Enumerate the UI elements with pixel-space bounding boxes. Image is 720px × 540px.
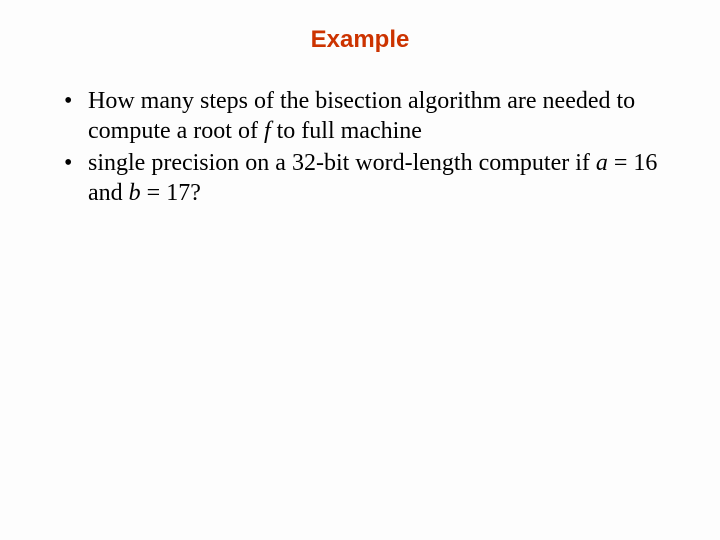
- bullet-text: to full machine: [271, 118, 422, 144]
- bullet-list: How many steps of the bisection algorith…: [60, 86, 660, 208]
- var-b: b: [129, 180, 141, 206]
- bullet-item: single precision on a 32-bit word-length…: [60, 148, 660, 208]
- bullet-text: single precision on a 32-bit word-length…: [88, 150, 596, 176]
- slide-title: Example: [0, 0, 720, 86]
- bullet-item: How many steps of the bisection algorith…: [60, 86, 660, 146]
- bullet-text: = 17?: [141, 180, 201, 206]
- slide-body: How many steps of the bisection algorith…: [0, 86, 720, 208]
- slide: Example How many steps of the bisection …: [0, 0, 720, 540]
- var-a: a: [596, 150, 608, 176]
- var-f: f: [264, 118, 271, 144]
